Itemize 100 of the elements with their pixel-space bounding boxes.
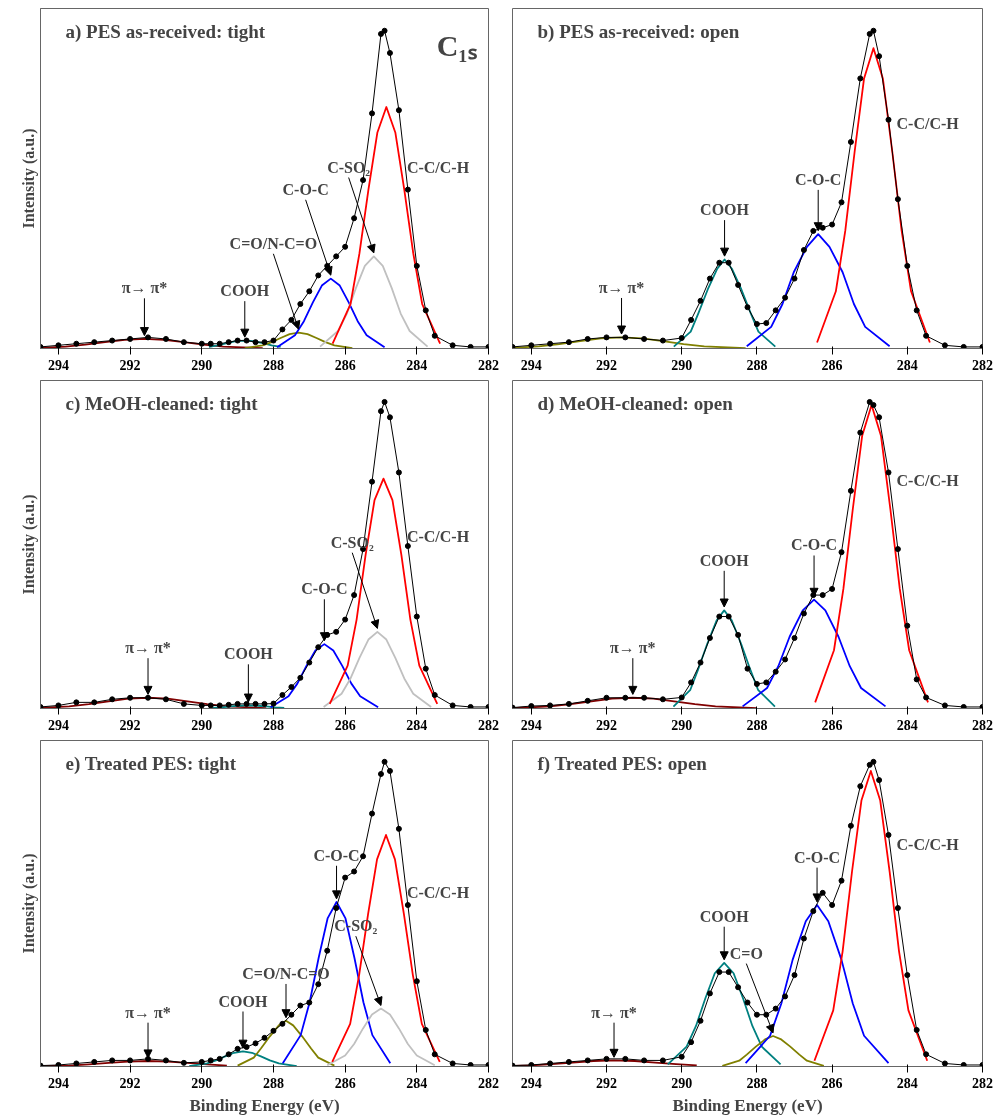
point xyxy=(404,902,411,909)
point xyxy=(847,487,854,494)
point xyxy=(641,1057,648,1064)
point xyxy=(622,334,629,341)
point xyxy=(641,335,648,342)
point xyxy=(381,398,388,405)
point xyxy=(404,186,411,193)
point xyxy=(386,767,393,774)
point xyxy=(584,335,591,342)
point xyxy=(688,679,695,686)
point xyxy=(763,679,770,686)
point xyxy=(55,702,62,709)
point xyxy=(829,585,836,592)
point xyxy=(145,334,152,341)
point xyxy=(716,969,723,976)
point xyxy=(547,702,554,709)
point xyxy=(735,984,742,991)
x-tick-label: 292 xyxy=(119,717,141,733)
point xyxy=(73,1060,80,1067)
x-tick-label: 282 xyxy=(972,717,993,733)
point xyxy=(885,831,892,838)
point xyxy=(360,177,367,184)
point xyxy=(735,281,742,288)
point xyxy=(413,613,420,620)
point xyxy=(791,275,798,282)
point xyxy=(306,659,313,666)
point xyxy=(109,1057,116,1064)
point xyxy=(377,30,384,37)
point xyxy=(838,199,845,206)
point xyxy=(772,307,779,314)
text: π→ π* xyxy=(591,1003,637,1021)
x-tick-label: 286 xyxy=(334,1075,356,1091)
point xyxy=(885,469,892,476)
point xyxy=(198,702,205,709)
point xyxy=(306,288,313,295)
point xyxy=(659,696,666,703)
point xyxy=(288,1011,295,1018)
point xyxy=(622,694,629,701)
point xyxy=(894,196,901,203)
chart-title: b) PES as-received: open xyxy=(537,20,740,43)
point xyxy=(725,613,732,620)
point xyxy=(923,694,930,701)
x-tick-label: 290 xyxy=(191,717,213,733)
point xyxy=(866,398,873,405)
point xyxy=(716,259,723,266)
point xyxy=(584,697,591,704)
point xyxy=(697,659,704,666)
point xyxy=(297,1002,304,1009)
point xyxy=(381,758,388,765)
point xyxy=(109,337,116,344)
point xyxy=(252,1040,259,1047)
point xyxy=(838,549,845,556)
x-tick-label: 286 xyxy=(821,717,843,733)
point xyxy=(772,1005,779,1012)
chart-title: e) Treated PES: tight xyxy=(65,752,237,775)
x-tick-label: 286 xyxy=(334,717,356,733)
series-label: C-C/C-H xyxy=(406,884,470,902)
point xyxy=(876,777,883,784)
point xyxy=(55,342,62,349)
point xyxy=(395,825,402,832)
text: COOH xyxy=(223,645,274,663)
x-tick-label: 288 xyxy=(746,1075,768,1091)
point xyxy=(800,247,807,253)
point xyxy=(431,692,438,699)
x-tick-label: 294 xyxy=(47,717,69,733)
text: C-O-C xyxy=(790,536,838,554)
x-tick-label: 292 xyxy=(596,717,617,733)
point xyxy=(791,635,798,641)
point xyxy=(829,902,836,909)
y-axis-title: Intensity (a.u.) xyxy=(19,494,38,595)
point xyxy=(381,27,388,34)
point xyxy=(279,326,286,333)
point xyxy=(829,221,836,228)
point xyxy=(449,1060,456,1067)
point xyxy=(252,700,259,707)
x-tick-label: 284 xyxy=(406,357,428,373)
point xyxy=(866,761,873,768)
point xyxy=(342,874,349,881)
point xyxy=(91,1058,98,1065)
chart-title: d) MeOH-cleaned: open xyxy=(537,392,734,415)
point xyxy=(678,1053,685,1060)
point xyxy=(351,868,358,875)
point xyxy=(913,307,920,314)
point xyxy=(782,993,789,1000)
point xyxy=(207,340,214,347)
series-label: C-C/C-H xyxy=(896,472,960,490)
point xyxy=(467,343,474,349)
point xyxy=(422,665,429,672)
y-axis-title: Intensity (a.u.) xyxy=(19,128,38,229)
x-tick-label: 282 xyxy=(478,717,499,733)
point xyxy=(688,316,695,323)
point xyxy=(404,543,411,550)
x-tick-label: 290 xyxy=(191,357,213,373)
point xyxy=(315,981,322,988)
point xyxy=(960,703,967,709)
x-tick-label: 286 xyxy=(334,357,356,373)
text: π→ π* xyxy=(121,279,168,297)
point xyxy=(243,337,250,344)
chart-title: f) Treated PES: open xyxy=(537,752,708,775)
text: C=O/N-C=O xyxy=(229,234,318,252)
